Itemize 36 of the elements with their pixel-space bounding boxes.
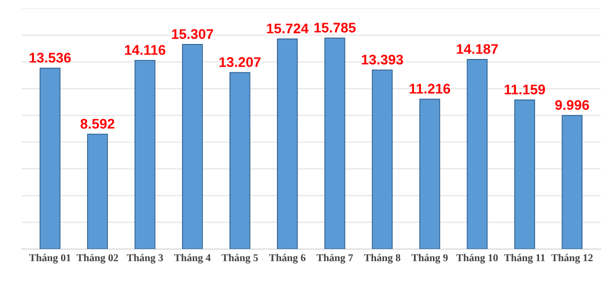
bar xyxy=(372,70,393,250)
data-label: 15.785 xyxy=(314,22,356,33)
bar xyxy=(466,59,488,250)
data-label: 8.592 xyxy=(80,118,114,129)
x-tick-label: Tháng 8 xyxy=(364,254,400,264)
x-tick-label: Tháng 02 xyxy=(76,254,118,264)
data-label: 14.187 xyxy=(456,44,498,54)
bar xyxy=(514,99,536,250)
bar xyxy=(276,38,298,250)
x-tick-label: Tháng 10 xyxy=(456,254,498,264)
x-tick-label: Tháng 01 xyxy=(29,254,70,264)
x-tick-label: Tháng 12 xyxy=(551,254,593,264)
bar xyxy=(419,98,440,250)
data-label: 15.307 xyxy=(172,29,214,39)
x-tick-label: Tháng 6 xyxy=(269,254,306,264)
data-label: 9.996 xyxy=(555,100,589,110)
bar xyxy=(87,134,108,250)
bar xyxy=(230,72,250,250)
bar xyxy=(324,38,346,250)
data-label: 11.216 xyxy=(410,84,450,94)
x-tick-label: Tháng 9 xyxy=(412,254,448,264)
data-label: 14.116 xyxy=(124,45,166,55)
bar xyxy=(182,44,203,250)
data-label: 13.393 xyxy=(362,54,404,65)
bar xyxy=(134,60,156,250)
data-label: 13.207 xyxy=(220,57,261,68)
x-tick-label: Tháng 7 xyxy=(316,254,353,264)
bar xyxy=(562,115,583,250)
x-tick-label: Tháng 3 xyxy=(126,254,163,264)
x-tick-label: Tháng 11 xyxy=(504,254,545,264)
data-label: 11.159 xyxy=(504,84,546,94)
bar xyxy=(40,68,60,250)
data-label: 15.724 xyxy=(266,24,309,34)
x-tick-label: Tháng 5 xyxy=(222,254,258,264)
x-tick-label: Tháng 4 xyxy=(174,254,211,264)
data-label: 13.536 xyxy=(30,52,71,63)
